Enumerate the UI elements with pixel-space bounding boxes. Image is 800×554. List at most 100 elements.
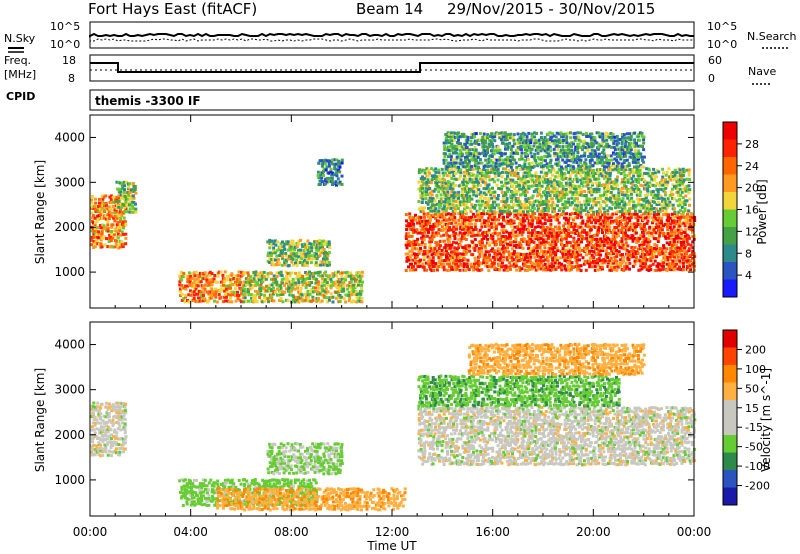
heatmap-cell [480,241,484,245]
heatmap-cell [120,210,124,214]
heatmap-cell [322,263,326,267]
heatmap-cell [462,135,466,139]
heatmap-cell [550,231,554,235]
heatmap-cell [360,296,364,300]
heatmap-cell [451,256,455,259]
heatmap-cell [212,290,216,293]
heatmap-cell [514,161,518,165]
heatmap-cell [412,239,416,243]
heatmap-cell [662,206,666,210]
heatmap-cell [518,258,522,262]
heatmap-cell [462,246,466,250]
heatmap-cell [241,292,245,296]
heatmap-cell [325,180,329,184]
heatmap-cell [287,284,290,288]
heatmap-cell [566,234,570,238]
heatmap-cell [556,194,559,198]
heatmap-cell [239,300,243,304]
heatmap-cell [312,286,315,290]
heatmap-cell [460,187,464,191]
heatmap-cell [505,161,509,165]
heatmap-cell [505,242,509,246]
heatmap-cell [468,222,471,226]
heatmap-cell [664,173,668,177]
heatmap-cell [304,255,308,258]
heatmap-cell [486,136,489,140]
heatmap-cell [438,239,442,243]
heatmap-cell [537,252,541,256]
heatmap-cell [676,216,680,220]
heatmap-cell [92,235,96,239]
heatmap-cell [280,251,284,255]
heatmap-cell [470,234,474,238]
heatmap-cell [475,244,479,248]
heatmap-cell [285,260,288,264]
heatmap-cell [461,218,465,222]
heatmap-cell [530,247,534,251]
heatmap-cell [230,290,234,294]
heatmap-cell [502,240,506,244]
heatmap-cell [580,168,583,172]
heatmap-cell [320,248,324,252]
heatmap-cell [323,254,326,258]
heatmap-cell [126,187,130,191]
heatmap-cell [196,274,200,277]
heatmap-cell [586,261,590,265]
heatmap-cell [304,252,308,256]
heatmap-cell [597,256,601,260]
heatmap-cell [442,233,446,237]
heatmap-cell [564,256,568,260]
heatmap-cell [561,203,565,206]
heatmap-cell [113,227,117,231]
heatmap-cell [493,206,496,210]
heatmap-cell [335,158,339,162]
heatmap-cell [632,222,636,226]
heatmap-cell [685,188,689,192]
heatmap-cell [545,250,549,254]
heatmap-cell [329,292,333,296]
heatmap-cell [518,187,522,191]
heatmap-cell [601,170,605,174]
heatmap-cell [263,299,267,303]
heatmap-cell [590,256,594,260]
heatmap-cell [424,234,428,238]
freq-tick-bottom: 8 [68,72,75,85]
heatmap-cell [466,228,470,232]
heatmap-cell [466,157,470,161]
heatmap-cell [131,194,135,198]
heatmap-cell [500,222,504,226]
heatmap-cell [477,210,481,214]
heatmap-cell [594,233,598,237]
nsearch-tick-top: 10^5 [707,20,737,33]
heatmap-cell [430,253,434,257]
heatmap-cell [606,171,610,175]
heatmap-cell [410,249,414,253]
heatmap-cell [475,174,479,178]
heatmap-cell [580,237,584,241]
heatmap-cell [480,246,484,250]
heatmap-cell [545,203,549,207]
heatmap-cell [427,259,430,263]
heatmap-cell [629,222,633,226]
heatmap-cell [620,231,624,234]
heatmap-cell [478,152,482,156]
heatmap-cell [432,223,436,226]
heatmap-cell [422,250,426,253]
heatmap-cell [264,277,268,281]
heatmap-cell [91,214,95,218]
heatmap-cell [609,191,613,194]
heatmap-cell [203,271,207,275]
heatmap-cell [431,203,435,207]
heatmap-cell [304,243,308,247]
heatmap-cell [274,258,277,262]
heatmap-cell [304,248,308,252]
heatmap-cell [613,231,617,235]
heatmap-cell [561,237,565,241]
heatmap-cell [523,165,527,168]
heatmap-cell [295,254,298,258]
freq-unit-label: [MHz] [4,68,36,81]
heatmap-cell [97,232,101,236]
heatmap-cell [617,228,621,232]
heatmap-cell [615,259,619,263]
heatmap-cell [320,260,324,264]
